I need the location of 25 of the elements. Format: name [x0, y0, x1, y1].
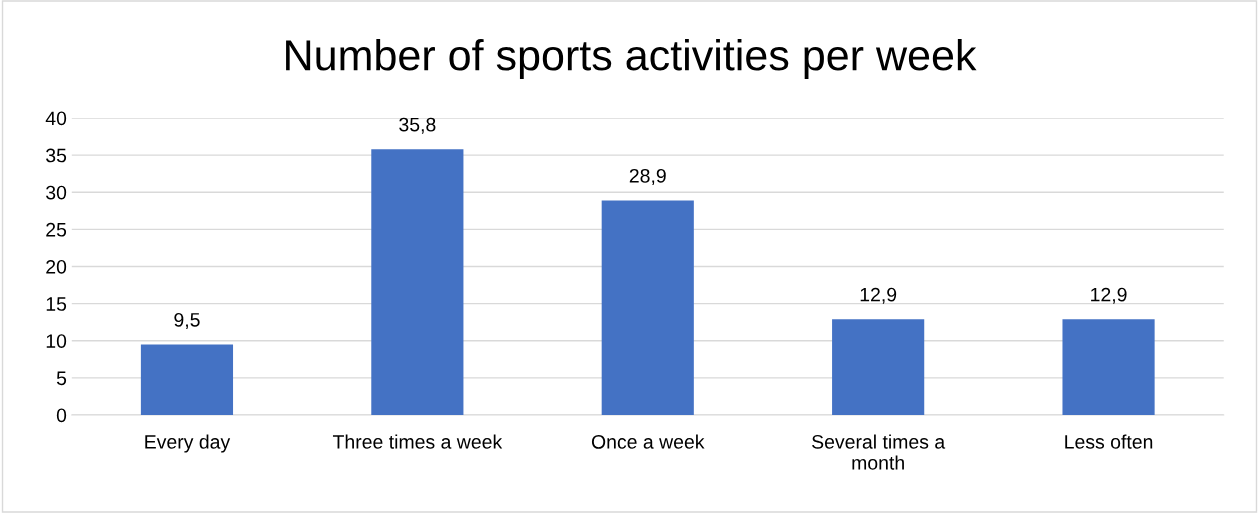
bar: [601, 200, 694, 416]
data-label: 12,9: [1091, 287, 1127, 304]
x-tick-label: Less often: [1065, 434, 1153, 449]
data-label: 28,9: [629, 168, 666, 185]
y-tick-label: 20: [46, 259, 67, 274]
x-tick-label: Three times a week: [332, 434, 503, 449]
y-tick-label: 25: [46, 222, 67, 237]
data-label: 12,9: [860, 287, 897, 304]
data-label: 35,8: [399, 117, 436, 134]
y-tick-label: 30: [46, 185, 67, 200]
data-label: 9,5: [174, 312, 200, 330]
chart-title: Number of sports activities per week: [286, 38, 977, 80]
bar: [140, 344, 234, 416]
x-tick-label: Once a week: [591, 434, 705, 449]
bar: [832, 319, 925, 416]
y-tick-label: 5: [56, 371, 67, 386]
x-tick-label: Several times a month: [812, 434, 946, 470]
y-tick-label: 40: [45, 111, 67, 126]
y-tick-label: 35: [46, 148, 67, 163]
x-tick-label: Every day: [145, 434, 231, 453]
y-tick-label: 15: [46, 297, 67, 311]
y-tick-label: 0: [56, 408, 67, 423]
y-tick-label: 10: [46, 334, 67, 348]
bar: [371, 149, 464, 416]
bar: [1062, 319, 1155, 416]
